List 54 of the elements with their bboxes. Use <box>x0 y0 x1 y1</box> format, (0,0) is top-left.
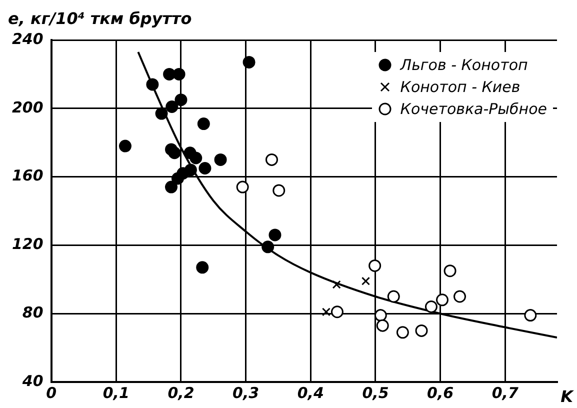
point <box>374 309 387 322</box>
point <box>155 107 168 120</box>
point <box>214 153 227 166</box>
point <box>190 152 202 164</box>
point <box>330 306 344 318</box>
x-tick-label: 0,1 <box>102 384 130 402</box>
point <box>376 319 389 332</box>
x-tick-label: 0,3 <box>232 384 260 402</box>
x-tick-label: 0,5 <box>362 384 389 402</box>
point <box>322 308 330 316</box>
legend-label: Кочетовка-Рыбное <box>400 99 547 120</box>
x-tick-label: 0,2 <box>168 384 194 402</box>
point <box>172 68 186 80</box>
point <box>168 146 181 160</box>
y-tick-label: 200 <box>12 98 44 116</box>
point <box>436 294 448 306</box>
y-tick-label: 120 <box>12 235 44 254</box>
point <box>236 180 249 194</box>
point <box>387 290 400 303</box>
x-tick-label: 0,7 <box>492 384 519 402</box>
point <box>166 100 178 113</box>
point <box>268 228 282 242</box>
y-tick-label: 160 <box>12 166 44 185</box>
legend-label: Конотоп - Киев <box>400 77 520 98</box>
point <box>415 324 428 337</box>
point <box>165 180 178 194</box>
point <box>332 280 341 289</box>
point <box>118 140 132 152</box>
x-tick-label: 0,4 <box>297 384 324 402</box>
x-axis-title: K <box>560 387 575 406</box>
point <box>361 276 370 286</box>
point <box>368 259 382 272</box>
point <box>146 78 159 91</box>
point <box>454 290 466 303</box>
point <box>396 326 409 339</box>
point <box>242 56 256 68</box>
y-tick-label: 240 <box>12 30 44 48</box>
point <box>524 309 537 322</box>
point <box>272 184 286 197</box>
y-tick-label: 80 <box>22 303 44 322</box>
point <box>197 118 210 130</box>
point <box>174 94 188 106</box>
y-axis-title: e, кг/10⁴ ткм брутто <box>8 9 192 28</box>
point <box>196 261 209 274</box>
point <box>262 240 274 254</box>
point <box>265 153 278 166</box>
point <box>198 162 212 174</box>
point <box>424 300 438 314</box>
x-tick-label: 0 <box>46 384 57 402</box>
legend-label: Льгов - Конотоп <box>400 55 528 76</box>
point <box>171 172 184 185</box>
point <box>444 264 456 278</box>
x-tick-label: 0,6 <box>427 384 454 402</box>
y-tick-label: 40 <box>21 372 44 390</box>
